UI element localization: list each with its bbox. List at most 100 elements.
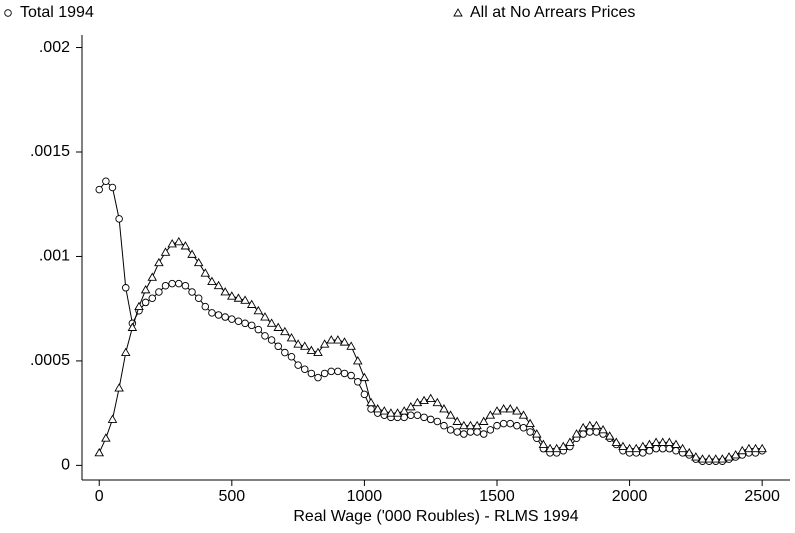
- triangle-marker: [246, 299, 257, 308]
- triangle-marker: [193, 257, 204, 267]
- triangle-marker: [459, 420, 469, 430]
- triangle-marker: [233, 293, 244, 302]
- circle-marker: [168, 279, 176, 288]
- circle-marker: [473, 428, 481, 436]
- triangle-marker: [730, 450, 741, 459]
- circle-marker: [181, 281, 190, 290]
- circle-marker: [499, 419, 508, 428]
- triangle-marker: [671, 439, 681, 448]
- y-tick-label: .0005: [30, 352, 70, 369]
- triangle-marker: [664, 437, 675, 446]
- circle-marker: [155, 288, 163, 296]
- circle-marker: [506, 419, 514, 428]
- circle-marker: [453, 428, 461, 436]
- circle-marker: [102, 177, 110, 185]
- triangle-marker: [154, 257, 164, 267]
- triangle-marker: [432, 397, 443, 407]
- triangle-marker: [293, 339, 303, 348]
- circle-marker: [320, 369, 329, 378]
- triangle-marker: [710, 454, 721, 463]
- circle-marker: [486, 426, 495, 434]
- circle-marker: [672, 447, 680, 455]
- triangle-marker: [425, 393, 436, 402]
- triangle-marker: [691, 452, 701, 461]
- triangle-marker: [452, 416, 462, 425]
- x-tick-label: 0: [95, 488, 104, 505]
- triangle-marker: [571, 429, 582, 438]
- triangle-marker: [359, 372, 370, 382]
- circle-marker: [314, 373, 322, 382]
- circle-marker: [294, 361, 302, 369]
- circle-marker: [234, 317, 243, 325]
- triangle-marker: [220, 287, 230, 296]
- triangle-marker: [352, 356, 363, 365]
- circle-marker: [115, 215, 123, 223]
- triangle-marker: [472, 420, 482, 430]
- circle-marker: [347, 371, 355, 380]
- triangle-marker: [750, 443, 761, 453]
- circle-marker: [513, 421, 521, 430]
- triangle-marker: [518, 410, 529, 419]
- circle-marker: [254, 325, 263, 334]
- triangle-marker: [107, 414, 118, 423]
- circle-marker: [340, 369, 349, 378]
- y-tick-label: .0015: [30, 143, 70, 160]
- triangle-marker: [346, 341, 356, 350]
- circle-marker: [493, 421, 501, 430]
- circle-marker: [122, 284, 130, 292]
- circle-marker: [579, 430, 587, 438]
- triangle-marker: [598, 424, 608, 434]
- triangle-marker: [538, 439, 549, 448]
- circle-marker: [214, 311, 223, 319]
- circle-marker: [400, 413, 408, 422]
- triangle-marker: [525, 418, 535, 428]
- legend-marker: [4, 9, 12, 17]
- triangle-marker: [531, 429, 542, 438]
- triangle-marker: [744, 443, 754, 453]
- circle-marker: [407, 411, 415, 419]
- triangle-marker: [306, 345, 317, 354]
- triangle-marker: [366, 397, 376, 407]
- legend-label: Total 1994: [20, 4, 94, 21]
- circle-marker: [108, 183, 117, 192]
- x-tick-label: 2500: [744, 488, 780, 505]
- circle-marker: [208, 309, 216, 317]
- triangle-marker: [140, 284, 151, 294]
- circle-marker: [526, 428, 534, 436]
- triangle-marker: [505, 404, 516, 413]
- circle-marker: [241, 319, 249, 328]
- triangle-marker: [280, 326, 290, 336]
- triangle-marker: [677, 443, 688, 453]
- circle-marker: [228, 315, 236, 323]
- circle-marker: [460, 430, 468, 438]
- triangle-marker: [585, 420, 595, 430]
- triangle-marker: [498, 404, 509, 413]
- series-line: [98, 241, 763, 460]
- triangle-marker: [313, 347, 323, 357]
- triangle-marker: [618, 441, 628, 451]
- triangle-marker: [386, 408, 396, 417]
- triangle-marker: [160, 247, 171, 256]
- triangle-marker: [326, 335, 337, 344]
- triangle-marker: [120, 347, 131, 357]
- circle-marker: [148, 294, 157, 302]
- x-tick-label: 2000: [612, 488, 648, 505]
- triangle-marker: [697, 454, 708, 463]
- triangle-marker: [399, 406, 409, 415]
- circle-marker: [360, 390, 369, 399]
- x-tick-label: 1500: [479, 488, 515, 505]
- triangle-marker: [319, 339, 330, 348]
- x-tick-label: 500: [218, 488, 245, 505]
- triangle-marker: [127, 322, 138, 331]
- triangle-marker: [485, 410, 496, 419]
- triangle-marker: [565, 437, 575, 446]
- circle-marker: [367, 405, 375, 413]
- circle-marker: [658, 444, 667, 453]
- triangle-marker: [134, 301, 144, 311]
- circle-marker: [261, 332, 269, 340]
- circle-marker: [287, 352, 296, 361]
- circle-marker: [300, 365, 309, 374]
- triangle-marker: [545, 443, 555, 453]
- triangle-marker: [757, 443, 767, 453]
- triangle-marker: [213, 280, 224, 290]
